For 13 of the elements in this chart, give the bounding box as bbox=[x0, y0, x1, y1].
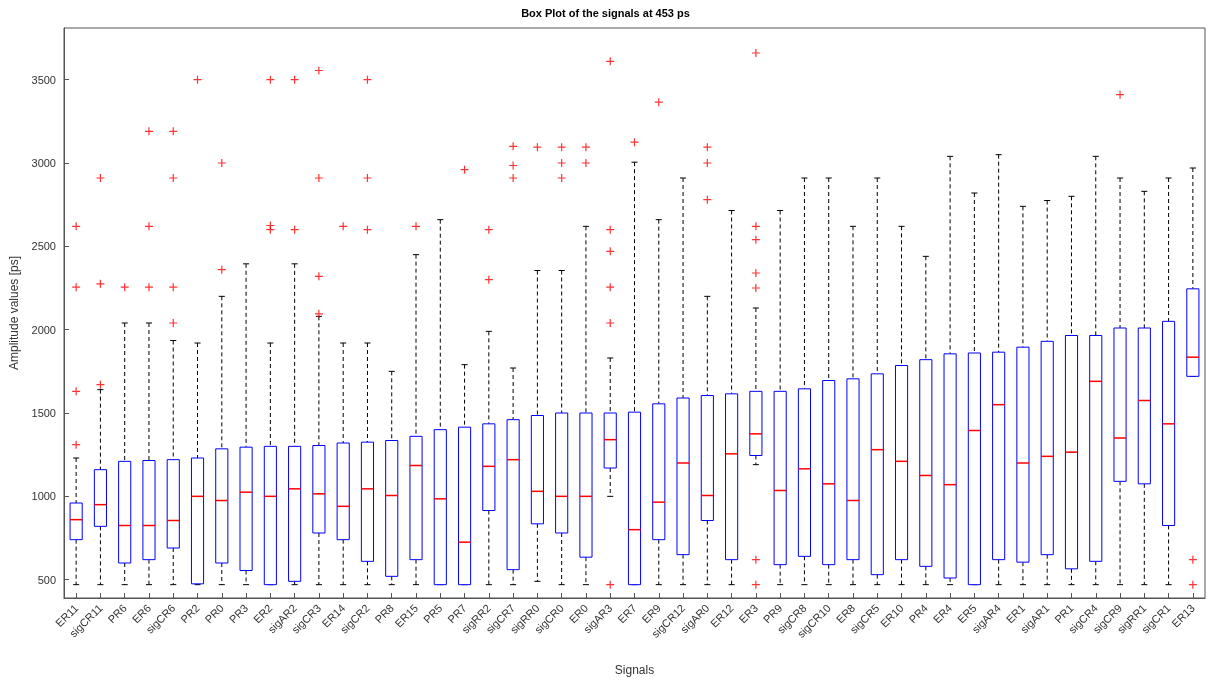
y-tick-label: 500 bbox=[37, 573, 56, 586]
y-tick-label: 2500 bbox=[31, 240, 56, 253]
x-tick-label: PR3 bbox=[226, 601, 251, 626]
x-tick-label: ER3 bbox=[736, 601, 761, 626]
x-tick-label: PR0 bbox=[202, 601, 227, 626]
y-tick-label: 3500 bbox=[31, 73, 56, 86]
chart-title: Box Plot of the signals at 453 ps bbox=[521, 6, 690, 19]
y-tick-label: 1000 bbox=[31, 490, 56, 503]
x-axis-title: Signals bbox=[614, 663, 655, 677]
y-tick-label: 1500 bbox=[31, 407, 56, 419]
y-axis-title: Amplitude values [ps] bbox=[7, 255, 21, 371]
y-tick-label: 3000 bbox=[31, 157, 56, 169]
y-tick-label: 2000 bbox=[31, 323, 56, 336]
